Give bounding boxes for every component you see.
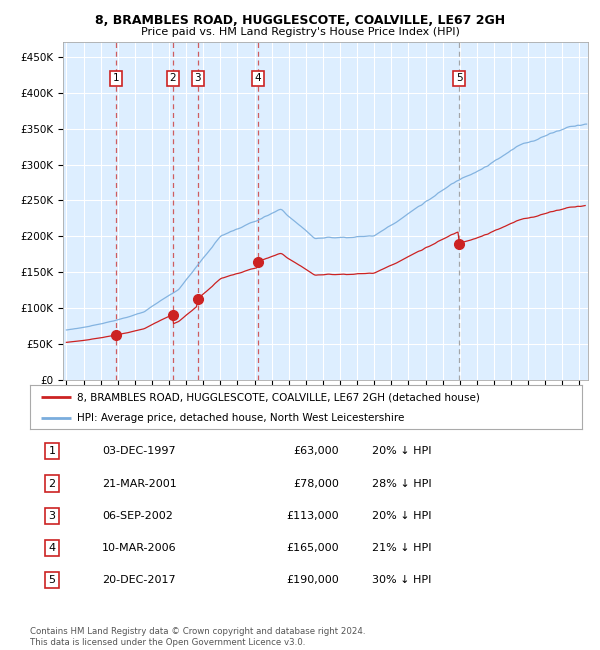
Text: 5: 5 [49,575,56,585]
Text: 1: 1 [113,73,119,83]
Text: 3: 3 [194,73,201,83]
Text: 4: 4 [49,543,56,553]
Text: 21% ↓ HPI: 21% ↓ HPI [372,543,432,553]
Text: 8, BRAMBLES ROAD, HUGGLESCOTE, COALVILLE, LE67 2GH: 8, BRAMBLES ROAD, HUGGLESCOTE, COALVILLE… [95,14,505,27]
Text: £165,000: £165,000 [286,543,339,553]
Text: 2: 2 [49,478,56,489]
Text: 4: 4 [254,73,261,83]
Text: 30% ↓ HPI: 30% ↓ HPI [372,575,431,585]
Text: 2: 2 [169,73,176,83]
Text: HPI: Average price, detached house, North West Leicestershire: HPI: Average price, detached house, Nort… [77,413,404,423]
Text: 20-DEC-2017: 20-DEC-2017 [102,575,175,585]
Text: 20% ↓ HPI: 20% ↓ HPI [372,447,432,456]
Text: 5: 5 [456,73,463,83]
Text: 03-DEC-1997: 03-DEC-1997 [102,447,175,456]
Text: Price paid vs. HM Land Registry's House Price Index (HPI): Price paid vs. HM Land Registry's House … [140,27,460,37]
Text: £190,000: £190,000 [286,575,339,585]
Text: £78,000: £78,000 [293,478,339,489]
Text: 21-MAR-2001: 21-MAR-2001 [102,478,176,489]
Text: £113,000: £113,000 [286,511,339,521]
Text: 10-MAR-2006: 10-MAR-2006 [102,543,176,553]
Text: £63,000: £63,000 [293,447,339,456]
Text: 06-SEP-2002: 06-SEP-2002 [102,511,173,521]
Text: 28% ↓ HPI: 28% ↓ HPI [372,478,432,489]
Text: 8, BRAMBLES ROAD, HUGGLESCOTE, COALVILLE, LE67 2GH (detached house): 8, BRAMBLES ROAD, HUGGLESCOTE, COALVILLE… [77,392,480,402]
Text: 3: 3 [49,511,56,521]
Text: 20% ↓ HPI: 20% ↓ HPI [372,511,432,521]
Text: Contains HM Land Registry data © Crown copyright and database right 2024.
This d: Contains HM Land Registry data © Crown c… [30,627,365,647]
Text: 1: 1 [49,447,56,456]
